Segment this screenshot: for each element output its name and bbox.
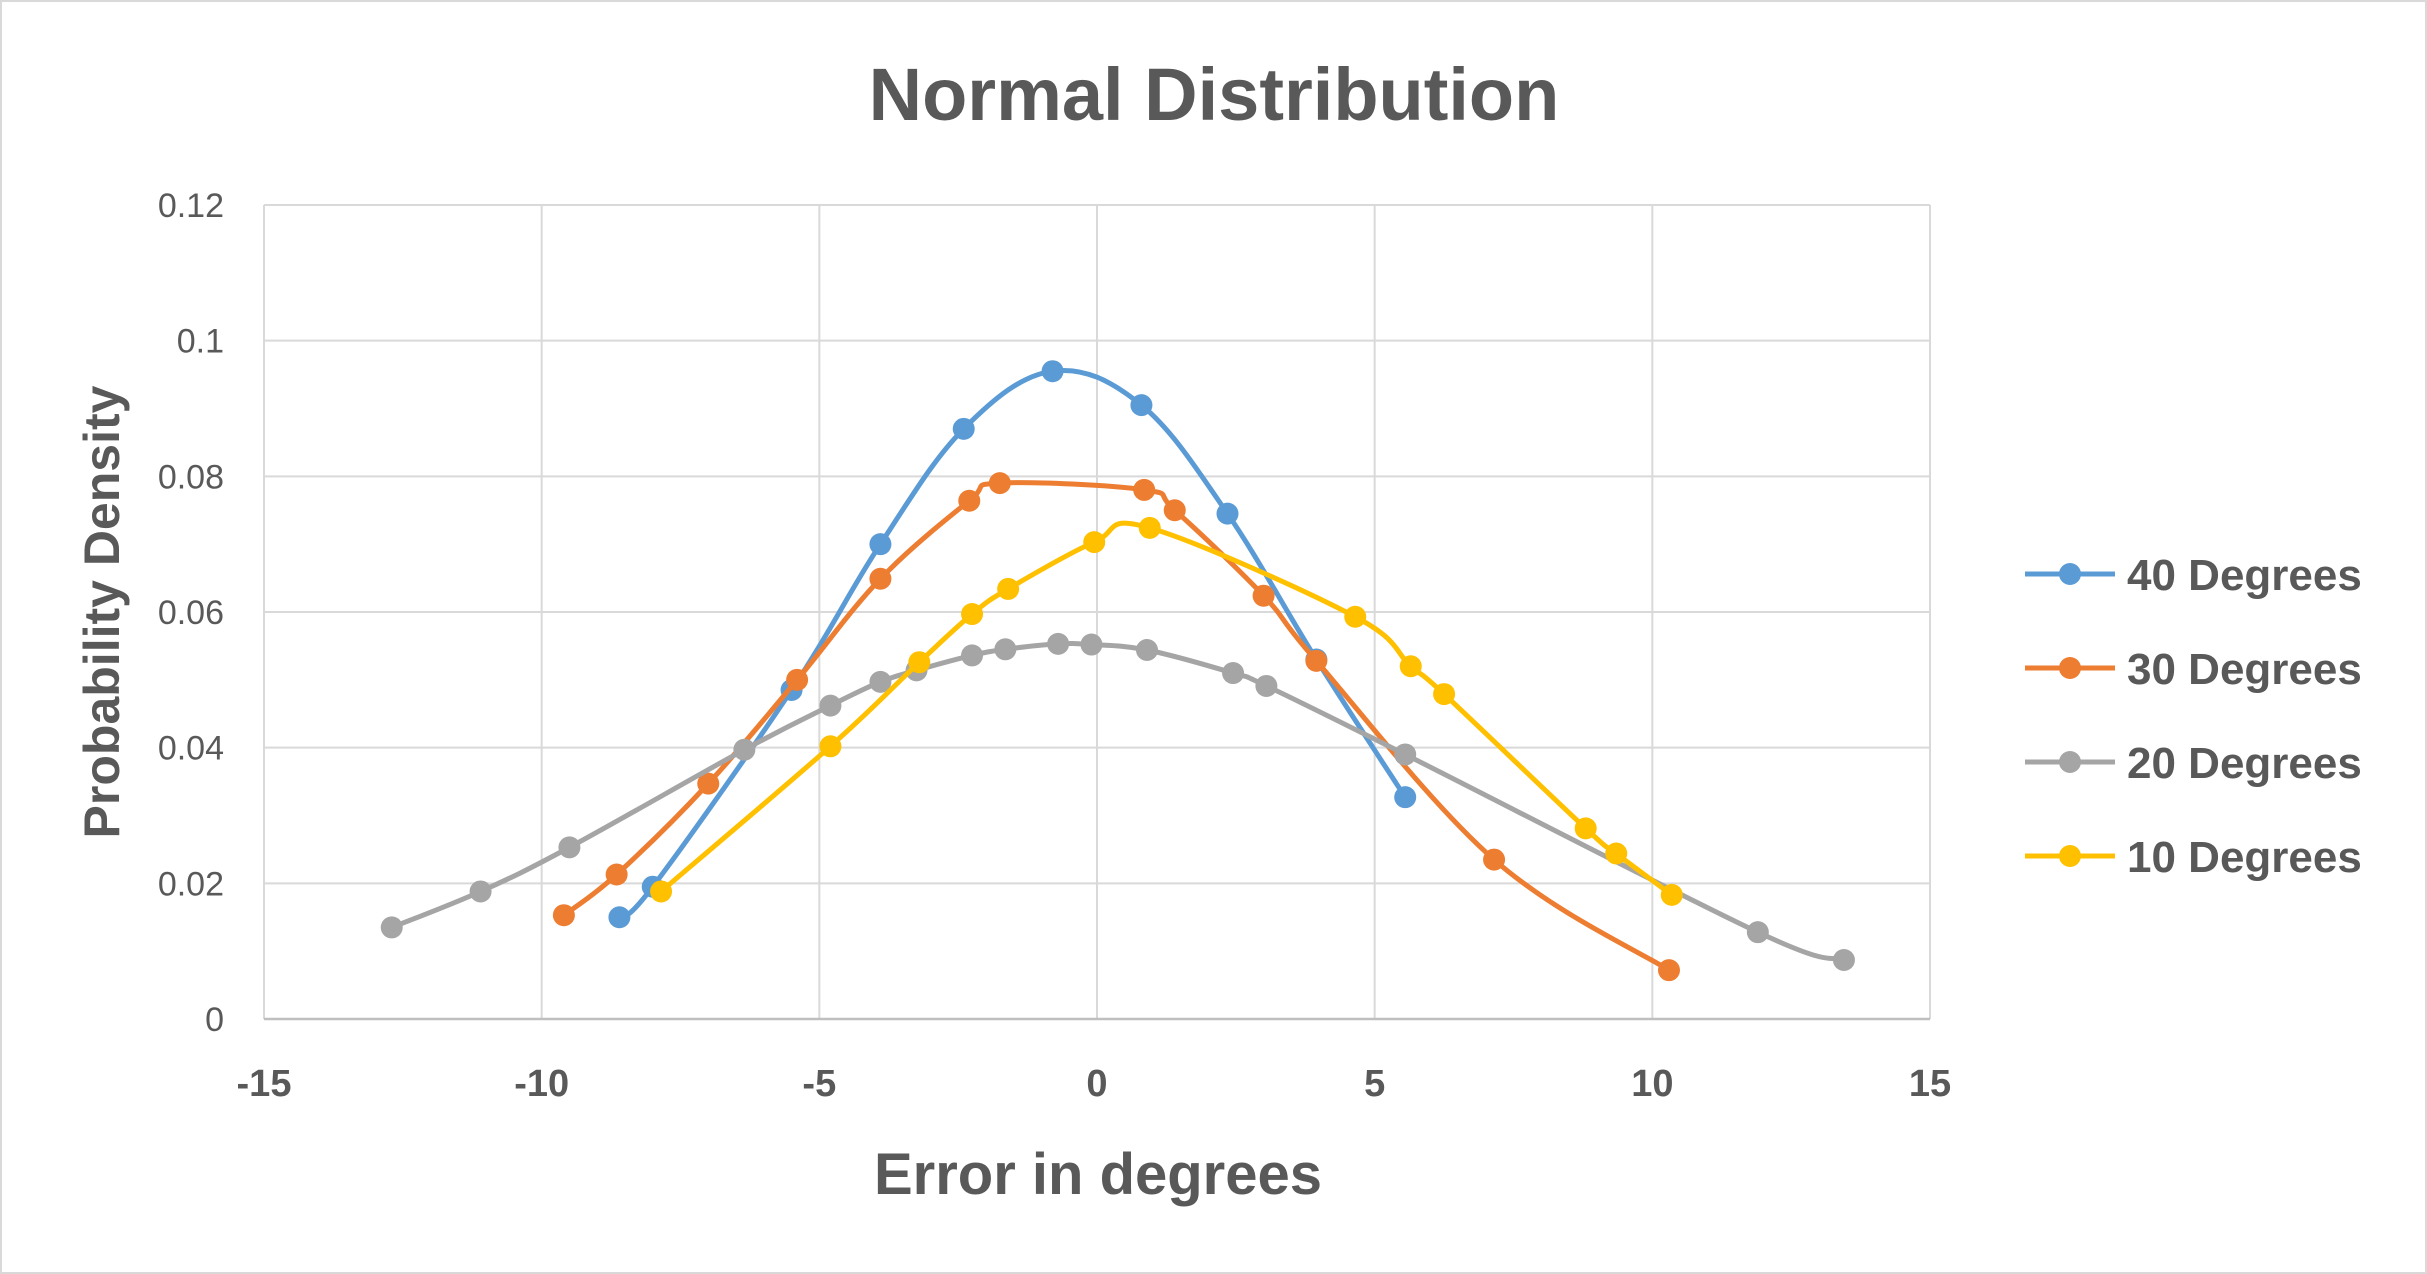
data-point — [697, 772, 720, 795]
data-point — [605, 863, 628, 886]
data-point — [1080, 633, 1103, 656]
tick-labels: 0 0.02 0.04 0.06 0.08 0.1 0.12 -15 -10 -5 0 5 10 15 — [158, 187, 1951, 1105]
x-tick-label: -15 — [237, 1063, 292, 1105]
data-point — [1138, 516, 1161, 539]
series-30-degrees — [552, 472, 1680, 982]
legend-marker — [2059, 751, 2081, 773]
data-point — [1657, 959, 1680, 982]
legend-item: 10 Degrees — [2025, 833, 2362, 882]
data-point — [469, 880, 492, 903]
series-line — [561, 480, 1672, 973]
legend-label: 30 Degrees — [2127, 645, 2362, 694]
data-point — [1133, 478, 1156, 501]
data-point — [1252, 584, 1275, 607]
data-point — [1083, 531, 1106, 554]
y-tick-label: 0 — [205, 1001, 224, 1039]
x-tick-label: 0 — [1086, 1063, 1107, 1105]
y-tick-label: 0.06 — [158, 594, 224, 632]
data-point — [650, 880, 673, 903]
data-point — [869, 567, 892, 590]
data-point — [958, 489, 981, 512]
x-tick-label: -10 — [514, 1063, 569, 1105]
data-point — [1660, 883, 1683, 906]
x-axis-title: Error in degrees — [874, 1142, 1322, 1207]
data-point — [608, 906, 631, 929]
y-axis-title: Probability Density — [74, 385, 130, 838]
data-point — [952, 417, 975, 440]
data-point — [1394, 743, 1417, 766]
data-point — [1832, 948, 1855, 971]
data-point — [1135, 638, 1158, 661]
x-tick-label: 5 — [1364, 1063, 1385, 1105]
data-point — [908, 651, 931, 674]
data-point — [786, 668, 809, 691]
data-point — [961, 603, 984, 626]
plot-series — [380, 360, 1855, 982]
data-point — [1305, 649, 1328, 672]
data-point — [1483, 848, 1506, 871]
chart-title: Normal Distribution — [869, 53, 1560, 136]
y-tick-label: 0.1 — [177, 323, 224, 361]
legend-marker — [2059, 657, 2081, 679]
legend-label: 10 Degrees — [2127, 833, 2362, 882]
series-line — [658, 520, 1675, 898]
data-point — [869, 670, 892, 693]
data-point — [1574, 817, 1597, 840]
data-point — [733, 738, 756, 761]
data-point — [1222, 662, 1245, 685]
data-point — [1344, 605, 1367, 628]
x-tick-label: 10 — [1631, 1063, 1673, 1105]
legend-item: 30 Degrees — [2025, 645, 2362, 694]
legend-marker — [2059, 563, 2081, 585]
data-point — [552, 904, 575, 927]
data-point — [1163, 499, 1186, 522]
data-point — [1255, 674, 1278, 697]
legend-item: 40 Degrees — [2025, 551, 2362, 600]
legend-label: 20 Degrees — [2127, 739, 2362, 788]
series-line — [616, 367, 1408, 920]
data-point — [558, 836, 581, 859]
legend-item: 20 Degrees — [2025, 739, 2362, 788]
data-point — [1433, 683, 1456, 706]
data-point — [1047, 632, 1070, 655]
series-10-degrees — [650, 516, 1683, 906]
data-point — [1130, 394, 1153, 417]
data-point — [961, 644, 984, 667]
data-point — [1394, 786, 1417, 809]
y-tick-label: 0.08 — [158, 458, 224, 496]
data-point — [1746, 921, 1769, 944]
data-point — [1216, 502, 1239, 525]
legend-marker — [2059, 845, 2081, 867]
x-tick-label: 15 — [1909, 1063, 1951, 1105]
data-point — [997, 577, 1020, 600]
data-point — [819, 735, 842, 758]
series-20-degrees — [380, 632, 1855, 971]
y-tick-label: 0.04 — [158, 730, 224, 768]
grid-lines — [263, 204, 1931, 1020]
data-point — [1041, 360, 1064, 383]
data-point — [380, 916, 403, 939]
data-point — [819, 694, 842, 717]
data-point — [1399, 655, 1422, 678]
data-point — [1605, 842, 1628, 865]
data-point — [869, 533, 892, 556]
series-line — [389, 640, 1847, 963]
legend-label: 40 Degrees — [2127, 551, 2362, 600]
y-tick-label: 0.12 — [158, 187, 224, 225]
legend: 40 Degrees 30 Degrees 20 Degrees 10 Degrees — [2025, 551, 2362, 882]
data-point — [988, 472, 1011, 495]
y-tick-label: 0.02 — [158, 865, 224, 903]
x-tick-label: -5 — [802, 1063, 836, 1105]
data-point — [994, 638, 1017, 661]
